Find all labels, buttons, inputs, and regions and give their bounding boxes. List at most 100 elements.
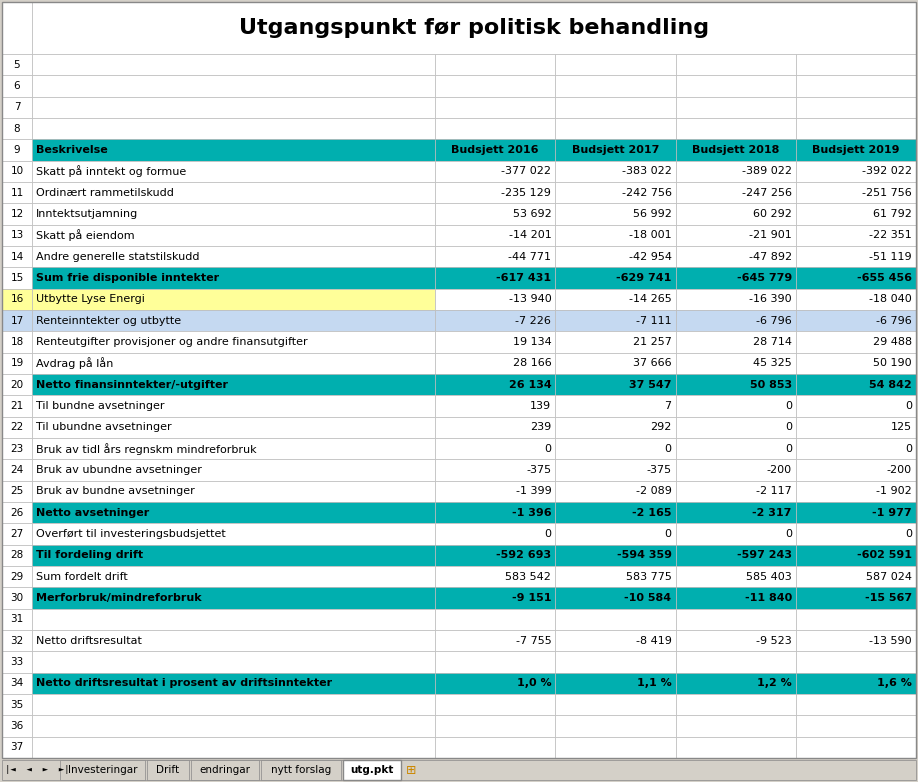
Bar	[435, 566, 555, 587]
Text: 0: 0	[905, 529, 912, 539]
Bar	[191, 760, 259, 780]
Bar	[435, 694, 555, 716]
Bar	[796, 417, 916, 438]
Text: Drift: Drift	[156, 765, 180, 775]
Bar	[2, 267, 32, 289]
Text: -11 840: -11 840	[744, 593, 792, 603]
Bar	[32, 438, 435, 459]
Bar	[435, 267, 555, 289]
Text: -15 567: -15 567	[865, 593, 912, 603]
Bar	[796, 481, 916, 502]
Bar	[435, 374, 555, 396]
Text: -645 779: -645 779	[736, 273, 792, 283]
Bar	[796, 716, 916, 737]
Bar	[32, 716, 435, 737]
Bar	[796, 54, 916, 75]
Bar	[2, 694, 32, 716]
Bar	[2, 374, 32, 396]
Bar	[435, 417, 555, 438]
Text: Budsjett 2019: Budsjett 2019	[812, 145, 900, 155]
Bar	[555, 587, 676, 608]
Bar	[343, 760, 401, 780]
Bar	[32, 224, 435, 246]
Text: 29: 29	[10, 572, 24, 582]
Text: Budsjett 2018: Budsjett 2018	[692, 145, 779, 155]
Bar	[676, 224, 796, 246]
Bar	[676, 289, 796, 310]
Bar	[676, 673, 796, 694]
Text: -392 022: -392 022	[862, 167, 912, 176]
Bar	[555, 438, 676, 459]
Text: Bruk av tidl års regnskm mindreforbruk: Bruk av tidl års regnskm mindreforbruk	[36, 443, 257, 454]
Text: Netto driftsresultat: Netto driftsresultat	[36, 636, 142, 646]
Bar	[555, 224, 676, 246]
Bar	[555, 332, 676, 353]
Bar	[555, 737, 676, 758]
Bar	[2, 630, 32, 651]
Text: -2 089: -2 089	[635, 486, 672, 497]
Text: -7 755: -7 755	[516, 636, 552, 646]
Bar	[435, 310, 555, 332]
Bar	[2, 139, 32, 160]
Text: -9 523: -9 523	[756, 636, 792, 646]
Bar	[676, 97, 796, 118]
Bar	[2, 523, 32, 545]
Text: 0: 0	[665, 443, 672, 454]
Bar	[2, 417, 32, 438]
Text: Overført til investeringsbudsjettet: Overført til investeringsbudsjettet	[36, 529, 226, 539]
Bar	[796, 75, 916, 97]
Text: 0: 0	[785, 422, 792, 432]
Bar	[435, 737, 555, 758]
Text: 1,0 %: 1,0 %	[517, 678, 552, 688]
Bar	[147, 760, 189, 780]
Bar	[2, 246, 32, 267]
Bar	[32, 608, 435, 630]
Bar	[435, 353, 555, 374]
Text: -13 940: -13 940	[509, 294, 552, 304]
Text: -597 243: -597 243	[737, 551, 792, 561]
Bar	[796, 246, 916, 267]
Text: -383 022: -383 022	[621, 167, 672, 176]
Text: -9 151: -9 151	[512, 593, 552, 603]
Bar	[435, 502, 555, 523]
Text: 15: 15	[10, 273, 24, 283]
Text: Avdrag på lån: Avdrag på lån	[36, 357, 114, 369]
Bar	[2, 587, 32, 608]
Text: 17: 17	[10, 316, 24, 325]
Bar	[555, 353, 676, 374]
Text: -617 431: -617 431	[497, 273, 552, 283]
Bar	[435, 118, 555, 139]
Text: 21: 21	[10, 401, 24, 411]
Text: -2 317: -2 317	[753, 508, 792, 518]
Bar	[32, 118, 435, 139]
Text: 37: 37	[10, 742, 24, 752]
Text: -21 901: -21 901	[749, 231, 792, 240]
Text: 27: 27	[10, 529, 24, 539]
Bar	[32, 160, 435, 182]
Text: 292: 292	[650, 422, 672, 432]
Bar	[676, 566, 796, 587]
Text: 587 024: 587 024	[866, 572, 912, 582]
Text: 53 692: 53 692	[512, 209, 552, 219]
Bar	[676, 160, 796, 182]
Text: -1 977: -1 977	[872, 508, 912, 518]
Text: 19 134: 19 134	[512, 337, 552, 347]
Bar	[2, 182, 32, 203]
Bar	[555, 545, 676, 566]
Text: 37 666: 37 666	[633, 358, 672, 368]
Text: 583 542: 583 542	[506, 572, 552, 582]
Bar	[796, 97, 916, 118]
Bar	[32, 267, 435, 289]
Bar	[32, 545, 435, 566]
Bar	[32, 246, 435, 267]
Bar	[796, 630, 916, 651]
Bar	[2, 737, 32, 758]
Bar	[32, 523, 435, 545]
Bar	[32, 2, 916, 54]
Text: -7 226: -7 226	[515, 316, 552, 325]
Bar	[796, 267, 916, 289]
Text: -1 399: -1 399	[516, 486, 552, 497]
Bar	[32, 353, 435, 374]
Bar	[676, 630, 796, 651]
Bar	[32, 417, 435, 438]
